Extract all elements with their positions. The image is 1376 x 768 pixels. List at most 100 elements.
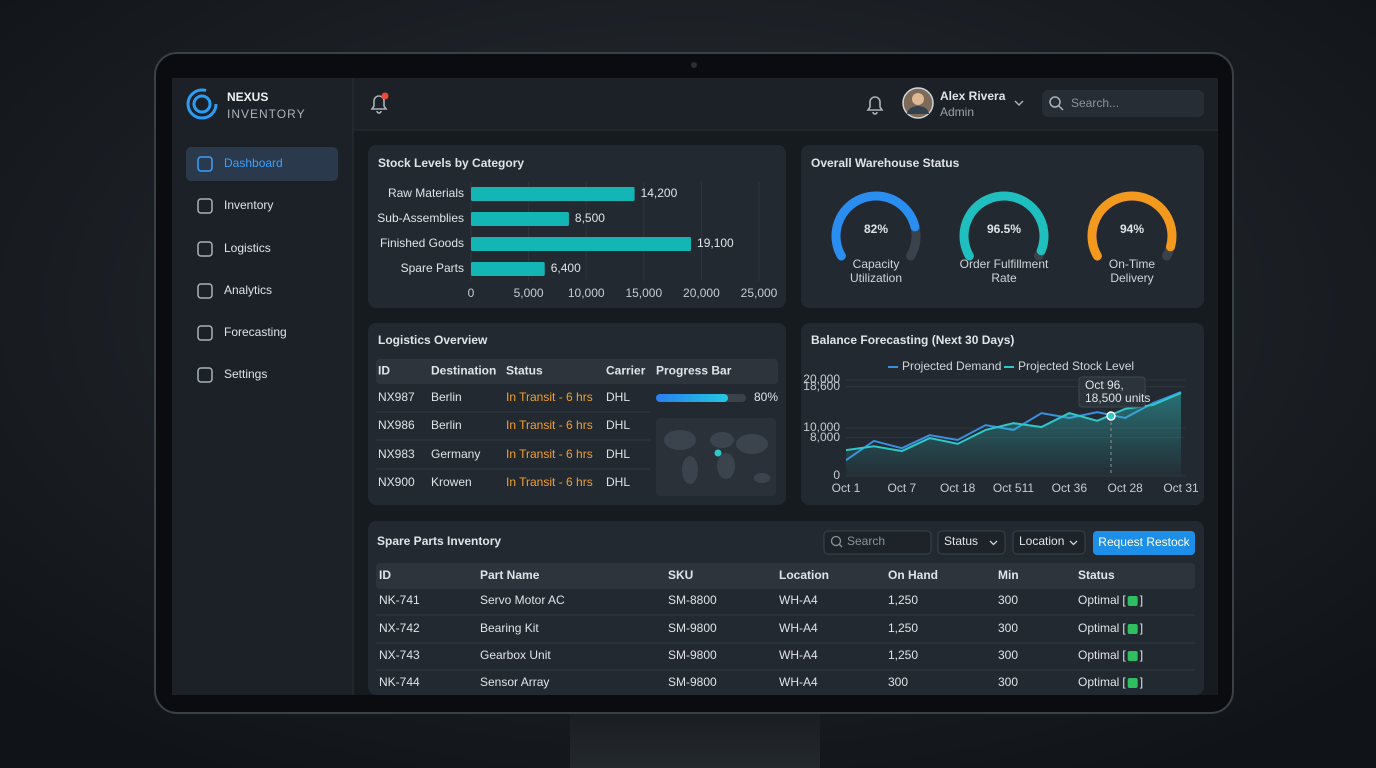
table-header: ID [379, 568, 391, 582]
table-header: SKU [668, 568, 693, 582]
nav-item[interactable]: Logistics [224, 241, 271, 255]
status-label: Optimal [1078, 675, 1119, 689]
status-indicator [1127, 678, 1138, 688]
table-header: On Hand [888, 568, 938, 582]
table-cell: DHL [606, 390, 630, 404]
nav-item[interactable]: Analytics [224, 283, 272, 297]
gauge-value [1087, 191, 1177, 261]
table-header: Min [998, 568, 1019, 582]
logo [186, 88, 218, 120]
card [801, 145, 1204, 308]
brand-sub: INVENTORY [227, 107, 306, 121]
value-label: 8,500 [575, 211, 605, 225]
card-title: Balance Forecasting (Next 30 Days) [811, 333, 1014, 347]
search-icon [830, 535, 842, 547]
restock-button[interactable] [1093, 531, 1195, 555]
table-cell: 300 [998, 621, 1018, 635]
x-tick-label: Oct 36 [1052, 481, 1088, 495]
dropdown-label[interactable]: Location [1019, 534, 1064, 548]
brand-name: NEXUS [227, 90, 268, 104]
status-indicator [1127, 596, 1138, 606]
table-header: ID [378, 364, 390, 378]
table-cell: DHL [606, 418, 630, 432]
table-cell: In Transit - 6 hrs [506, 447, 593, 461]
table-cell: NX987 [378, 390, 415, 404]
chevron [1069, 540, 1078, 546]
nav-item[interactable]: Inventory [224, 198, 273, 212]
table-cell: Bearing Kit [480, 621, 539, 635]
search-box[interactable] [823, 530, 932, 555]
tooltip-text: 18,500 units [1085, 391, 1150, 405]
map-land [664, 430, 770, 484]
avatar-body [907, 106, 929, 114]
status-bracket: [ [1122, 675, 1126, 689]
tooltip-text: Oct 96, [1085, 378, 1124, 392]
table-cell: Germany [431, 447, 480, 461]
x-tick-label: Oct 28 [1107, 481, 1143, 495]
card-title: Overall Warehouse Status [811, 156, 960, 170]
status-bracket: ] [1140, 593, 1143, 607]
x-tick-label: 10,000 [568, 286, 605, 300]
table-cell: DHL [606, 447, 630, 461]
bar [471, 262, 545, 276]
nav-active-bg [186, 147, 338, 181]
progress-label: 80% [754, 390, 778, 404]
table-header: Location [779, 568, 829, 582]
bar [471, 187, 635, 201]
search-placeholder[interactable]: Search [847, 534, 885, 548]
status-bracket: ] [1140, 621, 1143, 635]
notification-dot [381, 92, 389, 100]
table-cell: SM-9800 [668, 675, 717, 689]
status-bracket: [ [1122, 621, 1126, 635]
status-bracket: [ [1122, 593, 1126, 607]
card-title: Spare Parts Inventory [377, 534, 501, 548]
table-cell: Gearbox Unit [480, 648, 551, 662]
value-label: 6,400 [551, 261, 581, 275]
button-label[interactable]: Request Restock [1098, 535, 1190, 549]
x-tick-label: Oct 18 [940, 481, 976, 495]
status-label: Optimal [1078, 621, 1119, 635]
dropdown-label[interactable]: Status [944, 534, 978, 548]
bell-icon[interactable] [370, 95, 388, 114]
user-name: Alex Rivera [940, 89, 1006, 103]
nav-icon [197, 283, 213, 299]
search-box[interactable] [1042, 90, 1204, 117]
status-label: Optimal [1078, 648, 1119, 662]
dropdown[interactable] [1012, 530, 1086, 555]
table-cell: Berlin [431, 390, 462, 404]
nav-icon [197, 241, 213, 257]
y-tick-label: 0 [833, 468, 840, 482]
table-header-bg [376, 359, 778, 384]
table-cell: SM-9800 [668, 648, 717, 662]
search-placeholder[interactable]: Search... [1071, 96, 1119, 110]
progress-fill [656, 394, 728, 402]
table-cell: NX-743 [379, 648, 420, 662]
x-tick-label: 20,000 [683, 286, 720, 300]
table-cell: DHL [606, 475, 630, 489]
value-label: 19,100 [697, 236, 734, 250]
nav-icon [197, 156, 213, 172]
gauge-value [959, 191, 1049, 261]
x-tick-label: Oct 511 [993, 481, 1034, 495]
table-cell: NX986 [378, 418, 415, 432]
chevron[interactable] [1014, 100, 1024, 107]
bell-icon[interactable] [866, 96, 884, 115]
nav-item[interactable]: Dashboard [224, 156, 283, 170]
line [845, 392, 1182, 453]
table-header-bg [376, 563, 1195, 589]
x-tick-label: 25,000 [741, 286, 778, 300]
table-cell: NK-741 [379, 593, 420, 607]
nav-item[interactable]: Forecasting [224, 325, 287, 339]
table-cell: 300 [998, 593, 1018, 607]
table-cell: WH-A4 [779, 675, 818, 689]
table-cell: 300 [998, 648, 1018, 662]
nav-item[interactable]: Settings [224, 367, 267, 381]
dropdown[interactable] [937, 530, 1006, 555]
table-cell: Servo Motor AC [480, 593, 565, 607]
category-label: Raw Materials [388, 186, 464, 200]
status-bracket: ] [1140, 675, 1143, 689]
x-tick-label: 5,000 [514, 286, 544, 300]
gauge-label: On-Time Delivery [1108, 257, 1156, 285]
table-cell: Sensor Array [480, 675, 549, 689]
